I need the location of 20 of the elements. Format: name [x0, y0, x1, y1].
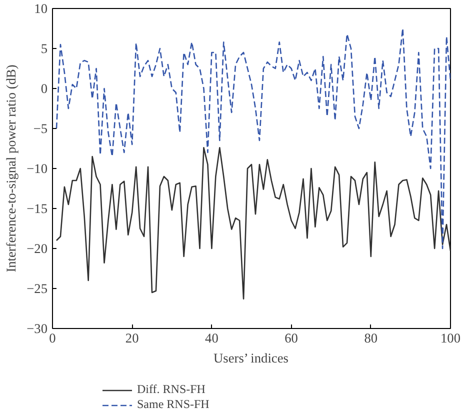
legend-label: Same RNS-FH — [137, 397, 210, 412]
line-series — [56, 28, 450, 250]
x-axis-title: Users’ indices — [214, 350, 288, 366]
y-tick-label: −10 — [26, 161, 48, 176]
y-tick-label: −25 — [26, 281, 48, 296]
line-series — [56, 147, 450, 300]
x-tick-label: 60 — [284, 330, 298, 346]
y-tick-label: 0 — [40, 81, 48, 96]
y-tick-label: 10 — [34, 1, 48, 16]
y-axis-title: Interference-to-signal power ratio (dB) — [4, 64, 19, 272]
x-tick-label: 40 — [205, 330, 219, 346]
y-tick-label: −15 — [26, 201, 48, 216]
y-tick-label: −20 — [26, 241, 48, 256]
x-tick-label: 80 — [364, 330, 378, 346]
y-tick-label: 5 — [40, 41, 48, 56]
y-tick-label: −30 — [26, 321, 48, 336]
y-tick-label: −5 — [33, 121, 48, 136]
legend-label: Diff. RNS-FH — [137, 382, 206, 397]
x-tick-label: 20 — [125, 330, 140, 346]
x-tick-label: 100 — [440, 330, 461, 346]
